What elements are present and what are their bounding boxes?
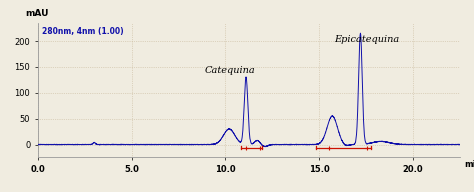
Text: Epicatequina: Epicatequina <box>334 35 400 44</box>
Text: Catequina: Catequina <box>205 66 255 75</box>
Text: min: min <box>464 160 474 169</box>
Text: 280nm, 4nm (1.00): 280nm, 4nm (1.00) <box>42 27 124 36</box>
Text: mAU: mAU <box>25 9 49 18</box>
